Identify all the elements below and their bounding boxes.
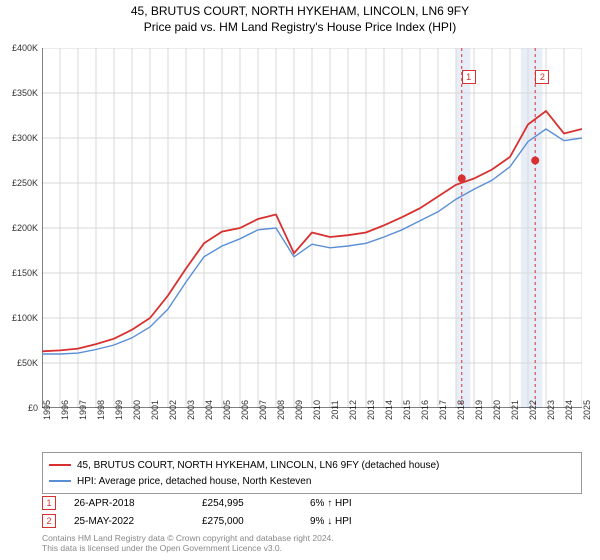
- x-tick-label: 1999: [114, 400, 124, 420]
- x-tick-label: 2014: [384, 400, 394, 420]
- sale-marker-1: 1: [42, 496, 56, 510]
- x-tick-label: 2018: [456, 400, 466, 420]
- legend-swatch-hpi: [49, 480, 71, 482]
- sale-marker-2: 2: [42, 514, 56, 528]
- sale-date: 26-APR-2018: [74, 498, 184, 509]
- y-tick-label: £100K: [12, 313, 38, 323]
- sale-date: 25-MAY-2022: [74, 516, 184, 527]
- annotation-marker: 2: [535, 70, 549, 84]
- x-tick-label: 2007: [258, 400, 268, 420]
- chart-svg: [42, 48, 582, 408]
- sale-price: £254,995: [202, 498, 292, 509]
- licence-text: Contains HM Land Registry data © Crown c…: [42, 534, 582, 554]
- x-tick-label: 2006: [240, 400, 250, 420]
- x-tick-label: 2015: [402, 400, 412, 420]
- x-tick-label: 2023: [546, 400, 556, 420]
- title-address: 45, BRUTUS COURT, NORTH HYKEHAM, LINCOLN…: [0, 4, 600, 18]
- x-tick-label: 2020: [492, 400, 502, 420]
- x-tick-label: 2024: [564, 400, 574, 420]
- x-tick-label: 2012: [348, 400, 358, 420]
- x-tick-label: 2025: [582, 400, 592, 420]
- sale-row: 1 26-APR-2018 £254,995 6% ↑ HPI: [42, 494, 582, 512]
- x-tick-label: 2004: [204, 400, 214, 420]
- x-tick-label: 2010: [312, 400, 322, 420]
- x-tick-label: 1998: [96, 400, 106, 420]
- x-tick-label: 2008: [276, 400, 286, 420]
- x-tick-label: 1996: [60, 400, 70, 420]
- x-tick-label: 1995: [42, 400, 52, 420]
- x-tick-label: 2022: [528, 400, 538, 420]
- y-tick-label: £150K: [12, 268, 38, 278]
- licence-line2: This data is licensed under the Open Gov…: [42, 544, 582, 554]
- sale-row: 2 25-MAY-2022 £275,000 9% ↓ HPI: [42, 512, 582, 530]
- x-tick-label: 2003: [186, 400, 196, 420]
- sales-table: 1 26-APR-2018 £254,995 6% ↑ HPI 2 25-MAY…: [42, 494, 582, 530]
- y-tick-label: £250K: [12, 178, 38, 188]
- chart-container: 45, BRUTUS COURT, NORTH HYKEHAM, LINCOLN…: [0, 0, 600, 560]
- x-tick-label: 2016: [420, 400, 430, 420]
- y-tick-label: £0: [28, 403, 38, 413]
- legend-row: HPI: Average price, detached house, Nort…: [49, 473, 575, 489]
- x-tick-label: 2002: [168, 400, 178, 420]
- x-tick-label: 2000: [132, 400, 142, 420]
- legend-row: 45, BRUTUS COURT, NORTH HYKEHAM, LINCOLN…: [49, 457, 575, 473]
- title-subtitle: Price paid vs. HM Land Registry's House …: [0, 20, 600, 34]
- annotation-marker: 1: [462, 70, 476, 84]
- y-tick-label: £400K: [12, 43, 38, 53]
- y-tick-label: £200K: [12, 223, 38, 233]
- x-tick-label: 2011: [330, 400, 340, 419]
- y-tick-label: £50K: [17, 358, 38, 368]
- title-block: 45, BRUTUS COURT, NORTH HYKEHAM, LINCOLN…: [0, 0, 600, 34]
- legend: 45, BRUTUS COURT, NORTH HYKEHAM, LINCOLN…: [42, 452, 582, 494]
- y-axis-ticks: £0£50K£100K£150K£200K£250K£300K£350K£400…: [0, 48, 40, 408]
- x-tick-label: 1997: [78, 400, 88, 420]
- y-tick-label: £350K: [12, 88, 38, 98]
- legend-label-hpi: HPI: Average price, detached house, Nort…: [77, 476, 311, 487]
- x-tick-label: 2017: [438, 400, 448, 420]
- x-tick-label: 2013: [366, 400, 376, 420]
- x-tick-label: 2009: [294, 400, 304, 420]
- x-tick-label: 2001: [150, 400, 160, 420]
- sale-delta: 6% ↑ HPI: [310, 498, 352, 509]
- x-tick-label: 2021: [510, 400, 520, 420]
- sale-price: £275,000: [202, 516, 292, 527]
- sale-delta: 9% ↓ HPI: [310, 516, 352, 527]
- x-axis-ticks: 1995199619971998199920002001200220032004…: [42, 410, 582, 450]
- x-tick-label: 2019: [474, 400, 484, 420]
- y-tick-label: £300K: [12, 133, 38, 143]
- legend-swatch-property: [49, 464, 71, 466]
- x-tick-label: 2005: [222, 400, 232, 420]
- legend-label-property: 45, BRUTUS COURT, NORTH HYKEHAM, LINCOLN…: [77, 460, 439, 471]
